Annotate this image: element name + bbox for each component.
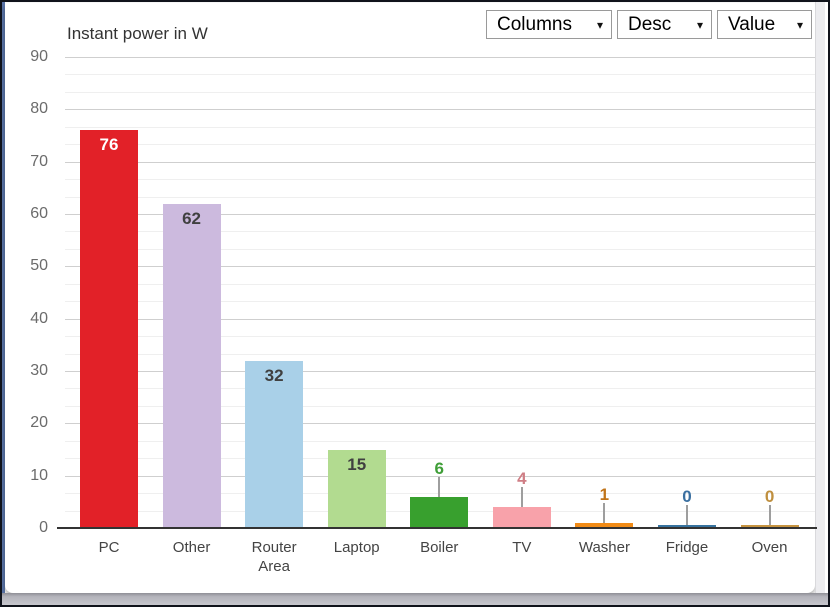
bar-annotation: 62 <box>182 208 202 228</box>
bar-annotation: 1 <box>599 484 610 504</box>
sort-order-select[interactable]: Desc ▾ <box>617 10 712 39</box>
major-gridline <box>65 57 815 58</box>
sort-field-select[interactable]: Value ▾ <box>717 10 812 39</box>
bar-oven[interactable] <box>740 524 799 528</box>
major-gridline <box>65 109 815 111</box>
x-axis-label: Oven <box>751 539 788 556</box>
minor-gridline <box>65 440 815 442</box>
annotation-stem <box>685 504 688 525</box>
minor-gridline <box>65 301 815 303</box>
bar-washer[interactable] <box>575 522 634 528</box>
bar-pc[interactable] <box>80 130 138 528</box>
dropdown-arrow-icon: ▾ <box>696 17 703 32</box>
minor-gridline <box>65 179 815 181</box>
major-gridline <box>65 475 815 477</box>
y-axis-tick-label: 70 <box>30 152 48 170</box>
dropdown-arrow-icon: ▾ <box>796 17 803 32</box>
bar-annotation: 4 <box>517 469 527 489</box>
minor-gridline <box>65 283 815 285</box>
x-axis-label: Boiler <box>420 539 459 556</box>
minor-gridline <box>65 458 815 460</box>
x-axis-label: Router Area <box>251 539 297 575</box>
y-axis-tick-label: 90 <box>30 48 48 65</box>
y-axis-tick-label: 50 <box>30 257 48 275</box>
major-gridline <box>65 266 815 268</box>
y-axis-tick-label: 20 <box>30 414 48 432</box>
x-axis-baseline <box>57 527 817 529</box>
major-gridline <box>65 318 815 320</box>
y-axis-tick-label: 40 <box>30 309 48 327</box>
minor-gridline <box>65 144 815 146</box>
x-axis-label: Fridge <box>665 539 709 556</box>
vertical-scrollbar[interactable] <box>815 2 825 593</box>
annotation-stem <box>438 476 441 497</box>
chart-controls: Columns ▾ Desc ▾ Value ▾ <box>486 10 812 39</box>
bar-annotation: 76 <box>99 135 119 155</box>
y-axis-tick-label: 10 <box>30 466 48 484</box>
annotation-stem <box>603 502 606 523</box>
bar-annotation: 32 <box>264 365 284 385</box>
window-bottom-edge <box>2 593 828 605</box>
minor-gridline <box>65 91 815 93</box>
minor-gridline <box>65 336 815 338</box>
chart-type-select-label: Columns <box>497 13 572 35</box>
x-axis-label: TV <box>512 539 532 556</box>
bar-other[interactable] <box>162 203 221 528</box>
minor-gridline <box>65 248 815 250</box>
bar-tv[interactable] <box>492 507 551 528</box>
minor-gridline <box>65 405 815 407</box>
major-gridline <box>65 214 815 215</box>
x-axis-label: Laptop <box>333 539 380 556</box>
x-axis-label: PC <box>98 539 120 556</box>
bar-chart-plot: 0 10 20 30 40 50 60 70 80 90 76 PC 62 Other 32 Router A… <box>5 3 817 593</box>
annotation-stem <box>768 504 771 525</box>
bar-annotation: 15 <box>347 454 367 474</box>
minor-gridline <box>65 388 815 390</box>
bar-router-area[interactable] <box>245 360 304 528</box>
bar-annotation: 6 <box>434 458 444 478</box>
major-gridline <box>65 423 815 425</box>
bar-annotation: 0 <box>682 486 692 506</box>
y-axis-tick-label: 0 <box>39 519 48 536</box>
chart-type-select[interactable]: Columns ▾ <box>486 10 612 39</box>
chart-card: Columns ▾ Desc ▾ Value ▾ Instant power i… <box>5 3 817 593</box>
y-axis-tick-label: 80 <box>30 100 48 118</box>
minor-gridline <box>65 353 815 355</box>
window-left-accent <box>2 2 5 605</box>
sort-order-select-label: Desc <box>628 13 672 35</box>
minor-gridline <box>65 126 815 128</box>
bar-laptop[interactable] <box>327 449 386 528</box>
dropdown-arrow-icon: ▾ <box>596 17 603 32</box>
chart-title: Instant power in W <box>67 24 208 43</box>
major-gridline <box>65 161 815 163</box>
x-axis-label: Washer <box>578 539 630 556</box>
minor-gridline <box>65 196 815 198</box>
x-axis-label: Other <box>172 539 211 556</box>
y-axis-tick-label: 30 <box>30 362 48 379</box>
bar-fridge[interactable] <box>657 524 716 528</box>
bar-boiler[interactable] <box>410 496 469 528</box>
major-gridline <box>65 371 815 372</box>
bar-annotation: 0 <box>764 486 775 506</box>
minor-gridline <box>65 74 815 76</box>
y-axis-tick-label: 60 <box>30 205 48 222</box>
annotation-stem <box>520 487 523 508</box>
sort-field-select-label: Value <box>728 13 776 35</box>
minor-gridline <box>65 231 815 233</box>
